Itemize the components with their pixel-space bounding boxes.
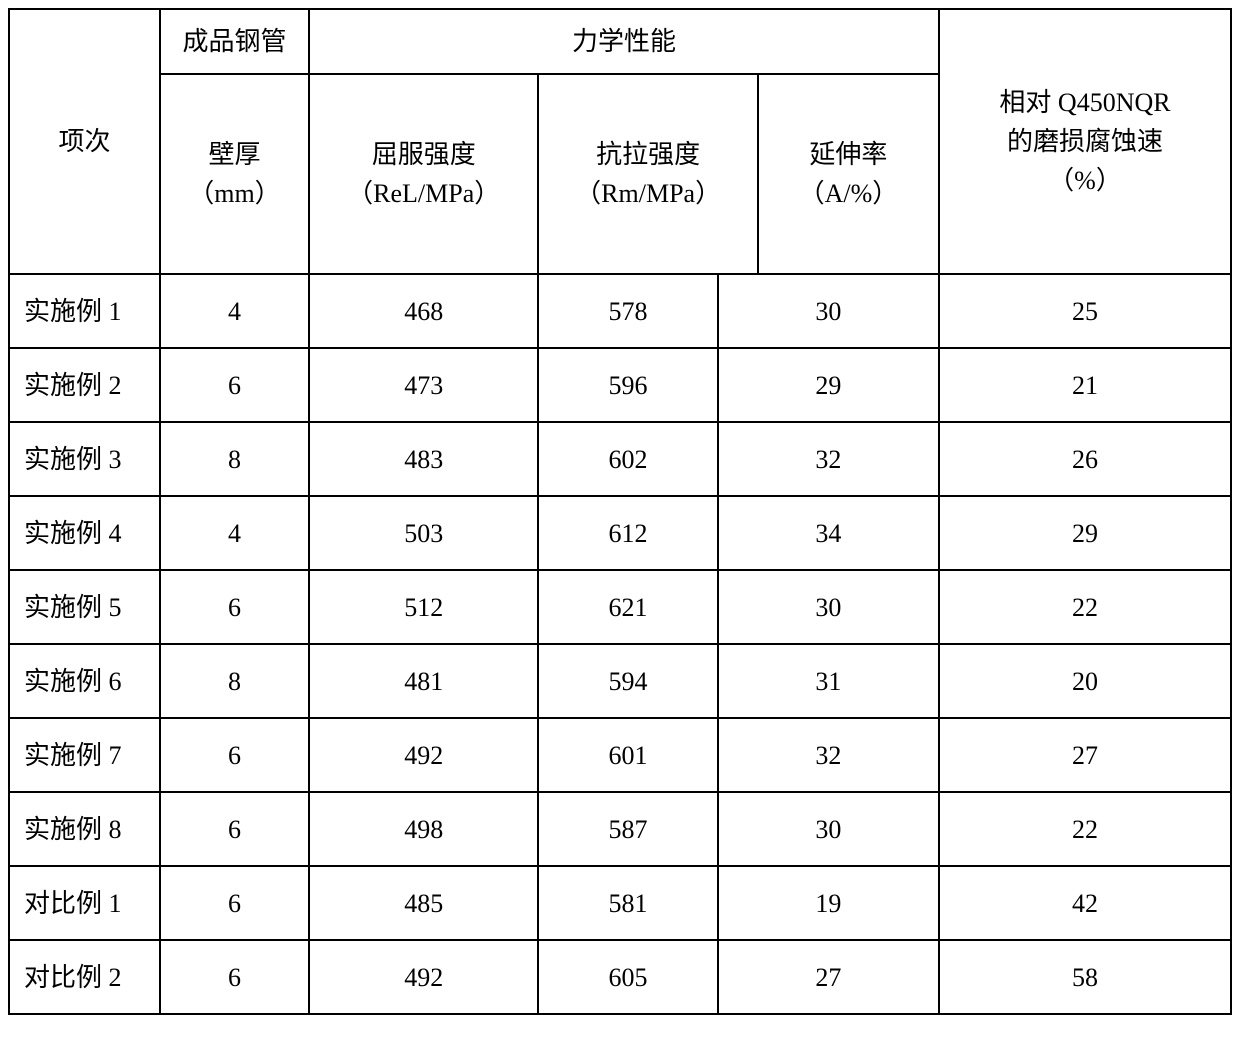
cell-yield: 481 — [309, 644, 538, 718]
cell-yield: 492 — [309, 718, 538, 792]
cell-thickness: 8 — [160, 422, 309, 496]
cell-tensile: 594 — [538, 644, 717, 718]
cell-thickness: 6 — [160, 792, 309, 866]
table-row: 实施例 384836023226 — [9, 422, 1231, 496]
header-tensile: 抗拉强度（Rm/MPa） — [538, 74, 757, 274]
cell-elongation: 30 — [718, 274, 939, 348]
cell-thickness: 6 — [160, 866, 309, 940]
cell-wear: 29 — [939, 496, 1231, 570]
table-header: 项次 成品钢管 力学性能 相对 Q450NQR的磨损腐蚀速（%） 壁厚（mm） … — [9, 9, 1231, 274]
cell-elongation: 30 — [718, 570, 939, 644]
cell-yield: 503 — [309, 496, 538, 570]
cell-thickness: 4 — [160, 274, 309, 348]
cell-wear: 25 — [939, 274, 1231, 348]
cell-elongation: 19 — [718, 866, 939, 940]
table-row: 实施例 764926013227 — [9, 718, 1231, 792]
table-row: 实施例 684815943120 — [9, 644, 1231, 718]
cell-tensile: 596 — [538, 348, 717, 422]
cell-item: 对比例 1 — [9, 866, 160, 940]
cell-tensile: 621 — [538, 570, 717, 644]
table-row: 对比例 164855811942 — [9, 866, 1231, 940]
header-thickness: 壁厚（mm） — [160, 74, 309, 274]
cell-item: 实施例 4 — [9, 496, 160, 570]
cell-item: 实施例 3 — [9, 422, 160, 496]
cell-wear: 22 — [939, 570, 1231, 644]
table-row: 实施例 445036123429 — [9, 496, 1231, 570]
cell-yield: 468 — [309, 274, 538, 348]
table-body: 实施例 144685783025实施例 264735962921实施例 3848… — [9, 274, 1231, 1014]
cell-tensile: 605 — [538, 940, 717, 1014]
cell-elongation: 29 — [718, 348, 939, 422]
cell-elongation: 27 — [718, 940, 939, 1014]
cell-item: 实施例 7 — [9, 718, 160, 792]
cell-yield: 473 — [309, 348, 538, 422]
table-row: 实施例 264735962921 — [9, 348, 1231, 422]
cell-thickness: 6 — [160, 570, 309, 644]
cell-wear: 22 — [939, 792, 1231, 866]
cell-item: 实施例 2 — [9, 348, 160, 422]
cell-item: 实施例 1 — [9, 274, 160, 348]
cell-elongation: 32 — [718, 718, 939, 792]
cell-yield: 485 — [309, 866, 538, 940]
table-row: 对比例 264926052758 — [9, 940, 1231, 1014]
cell-thickness: 6 — [160, 718, 309, 792]
table-row: 实施例 864985873022 — [9, 792, 1231, 866]
cell-thickness: 6 — [160, 940, 309, 1014]
cell-item: 对比例 2 — [9, 940, 160, 1014]
cell-tensile: 602 — [538, 422, 717, 496]
cell-wear: 21 — [939, 348, 1231, 422]
cell-item: 实施例 5 — [9, 570, 160, 644]
cell-yield: 483 — [309, 422, 538, 496]
cell-elongation: 34 — [718, 496, 939, 570]
cell-tensile: 601 — [538, 718, 717, 792]
table-row: 实施例 144685783025 — [9, 274, 1231, 348]
cell-thickness: 4 — [160, 496, 309, 570]
cell-wear: 26 — [939, 422, 1231, 496]
cell-wear: 42 — [939, 866, 1231, 940]
cell-wear: 20 — [939, 644, 1231, 718]
cell-yield: 512 — [309, 570, 538, 644]
cell-elongation: 31 — [718, 644, 939, 718]
cell-elongation: 32 — [718, 422, 939, 496]
cell-tensile: 612 — [538, 496, 717, 570]
header-elongation: 延伸率（A/%） — [758, 74, 939, 274]
header-product-group: 成品钢管 — [160, 9, 309, 74]
header-wear: 相对 Q450NQR的磨损腐蚀速（%） — [939, 9, 1231, 274]
cell-elongation: 30 — [718, 792, 939, 866]
header-mechanical-group: 力学性能 — [309, 9, 939, 74]
cell-wear: 27 — [939, 718, 1231, 792]
cell-thickness: 6 — [160, 348, 309, 422]
cell-item: 实施例 8 — [9, 792, 160, 866]
cell-thickness: 8 — [160, 644, 309, 718]
cell-item: 实施例 6 — [9, 644, 160, 718]
header-item: 项次 — [9, 9, 160, 274]
cell-tensile: 581 — [538, 866, 717, 940]
cell-tensile: 578 — [538, 274, 717, 348]
data-table: 项次 成品钢管 力学性能 相对 Q450NQR的磨损腐蚀速（%） 壁厚（mm） … — [8, 8, 1232, 1015]
cell-yield: 498 — [309, 792, 538, 866]
cell-tensile: 587 — [538, 792, 717, 866]
header-yield: 屈服强度（ReL/MPa） — [309, 74, 538, 274]
cell-yield: 492 — [309, 940, 538, 1014]
table-row: 实施例 565126213022 — [9, 570, 1231, 644]
cell-wear: 58 — [939, 940, 1231, 1014]
